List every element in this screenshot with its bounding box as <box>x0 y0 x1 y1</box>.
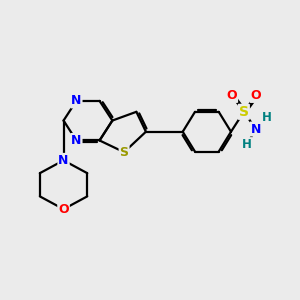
Text: O: O <box>226 89 237 102</box>
Text: S: S <box>239 105 249 119</box>
Text: O: O <box>58 203 69 216</box>
Text: H: H <box>242 138 252 151</box>
Text: N: N <box>71 94 82 107</box>
Text: N: N <box>250 122 261 136</box>
Text: H: H <box>262 111 272 124</box>
Text: S: S <box>120 146 129 159</box>
Text: N: N <box>58 154 69 167</box>
Text: O: O <box>250 89 261 102</box>
Text: N: N <box>71 134 82 147</box>
